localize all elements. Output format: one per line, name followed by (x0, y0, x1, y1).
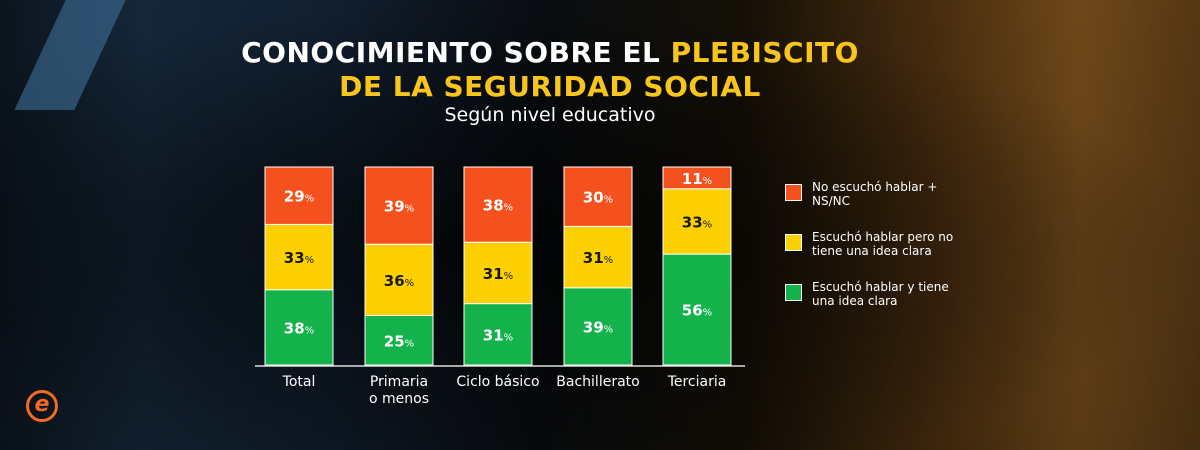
data-label: 38% (284, 319, 314, 337)
bar-segment (563, 287, 633, 366)
data-label: 38% (483, 197, 513, 215)
legend-swatch (785, 284, 802, 301)
legend-swatch (785, 184, 802, 201)
brand-logo: e (26, 390, 58, 422)
bar-segment (463, 166, 533, 243)
data-label: 11% (682, 170, 712, 188)
legend-label: Escuchó hablar y tiene una idea clara (812, 280, 949, 308)
data-label: 31% (483, 265, 513, 283)
bar-segment (662, 188, 732, 255)
bar-segment (264, 223, 334, 291)
category-label: Bachillerato (556, 374, 639, 390)
legend-item: No escuchó hablar + NS/NC (785, 180, 965, 208)
legend-label: Escuchó hablar pero no tiene una idea cl… (812, 230, 954, 258)
category-label: o menos (369, 391, 429, 407)
bar-segment (563, 225, 633, 289)
legend-item: Escuchó hablar y tiene una idea clara (785, 280, 965, 308)
bar-segment (463, 303, 533, 366)
data-label: 25% (384, 332, 414, 350)
bar-segment (364, 166, 434, 245)
data-label: 33% (682, 213, 712, 231)
bar-segment (264, 166, 334, 225)
title-text-1: CONOCIMIENTO SOBRE EL (241, 36, 671, 69)
bar-segment (364, 315, 434, 366)
legend: No escuchó hablar + NS/NC Escuchó hablar … (785, 180, 965, 330)
category-label: Ciclo básico (456, 374, 539, 390)
data-label: 30% (583, 189, 613, 207)
chart-subtitle: Según nivel educativo (444, 104, 656, 126)
data-label: 56% (682, 302, 712, 320)
bar-segment (463, 241, 533, 305)
data-label: 29% (284, 188, 314, 206)
data-label: 36% (384, 272, 414, 290)
legend-swatch (785, 234, 802, 251)
bar-segment (662, 166, 732, 190)
data-label: 31% (483, 326, 513, 344)
title-highlight: PLEBISCITO (670, 36, 859, 69)
legend-item: Escuchó hablar pero no tiene una idea cl… (785, 230, 965, 258)
data-label: 39% (583, 318, 613, 336)
category-label: Primaria (370, 374, 428, 390)
title-text-2: DE LA SEGURIDAD SOCIAL (339, 70, 761, 103)
bar-segment (264, 289, 334, 366)
category-label: Total (282, 374, 316, 390)
bar-segment (364, 243, 434, 316)
bar-segment (563, 166, 633, 227)
legend-label: No escuchó hablar + NS/NC (812, 180, 938, 208)
chart-title: CONOCIMIENTO SOBRE EL PLEBISCITO DE LA S… (0, 36, 1100, 104)
bar-segment (662, 253, 732, 366)
data-label: 39% (384, 198, 414, 216)
category-label: Terciaria (667, 374, 727, 390)
data-label: 33% (284, 249, 314, 267)
data-label: 31% (583, 249, 613, 267)
